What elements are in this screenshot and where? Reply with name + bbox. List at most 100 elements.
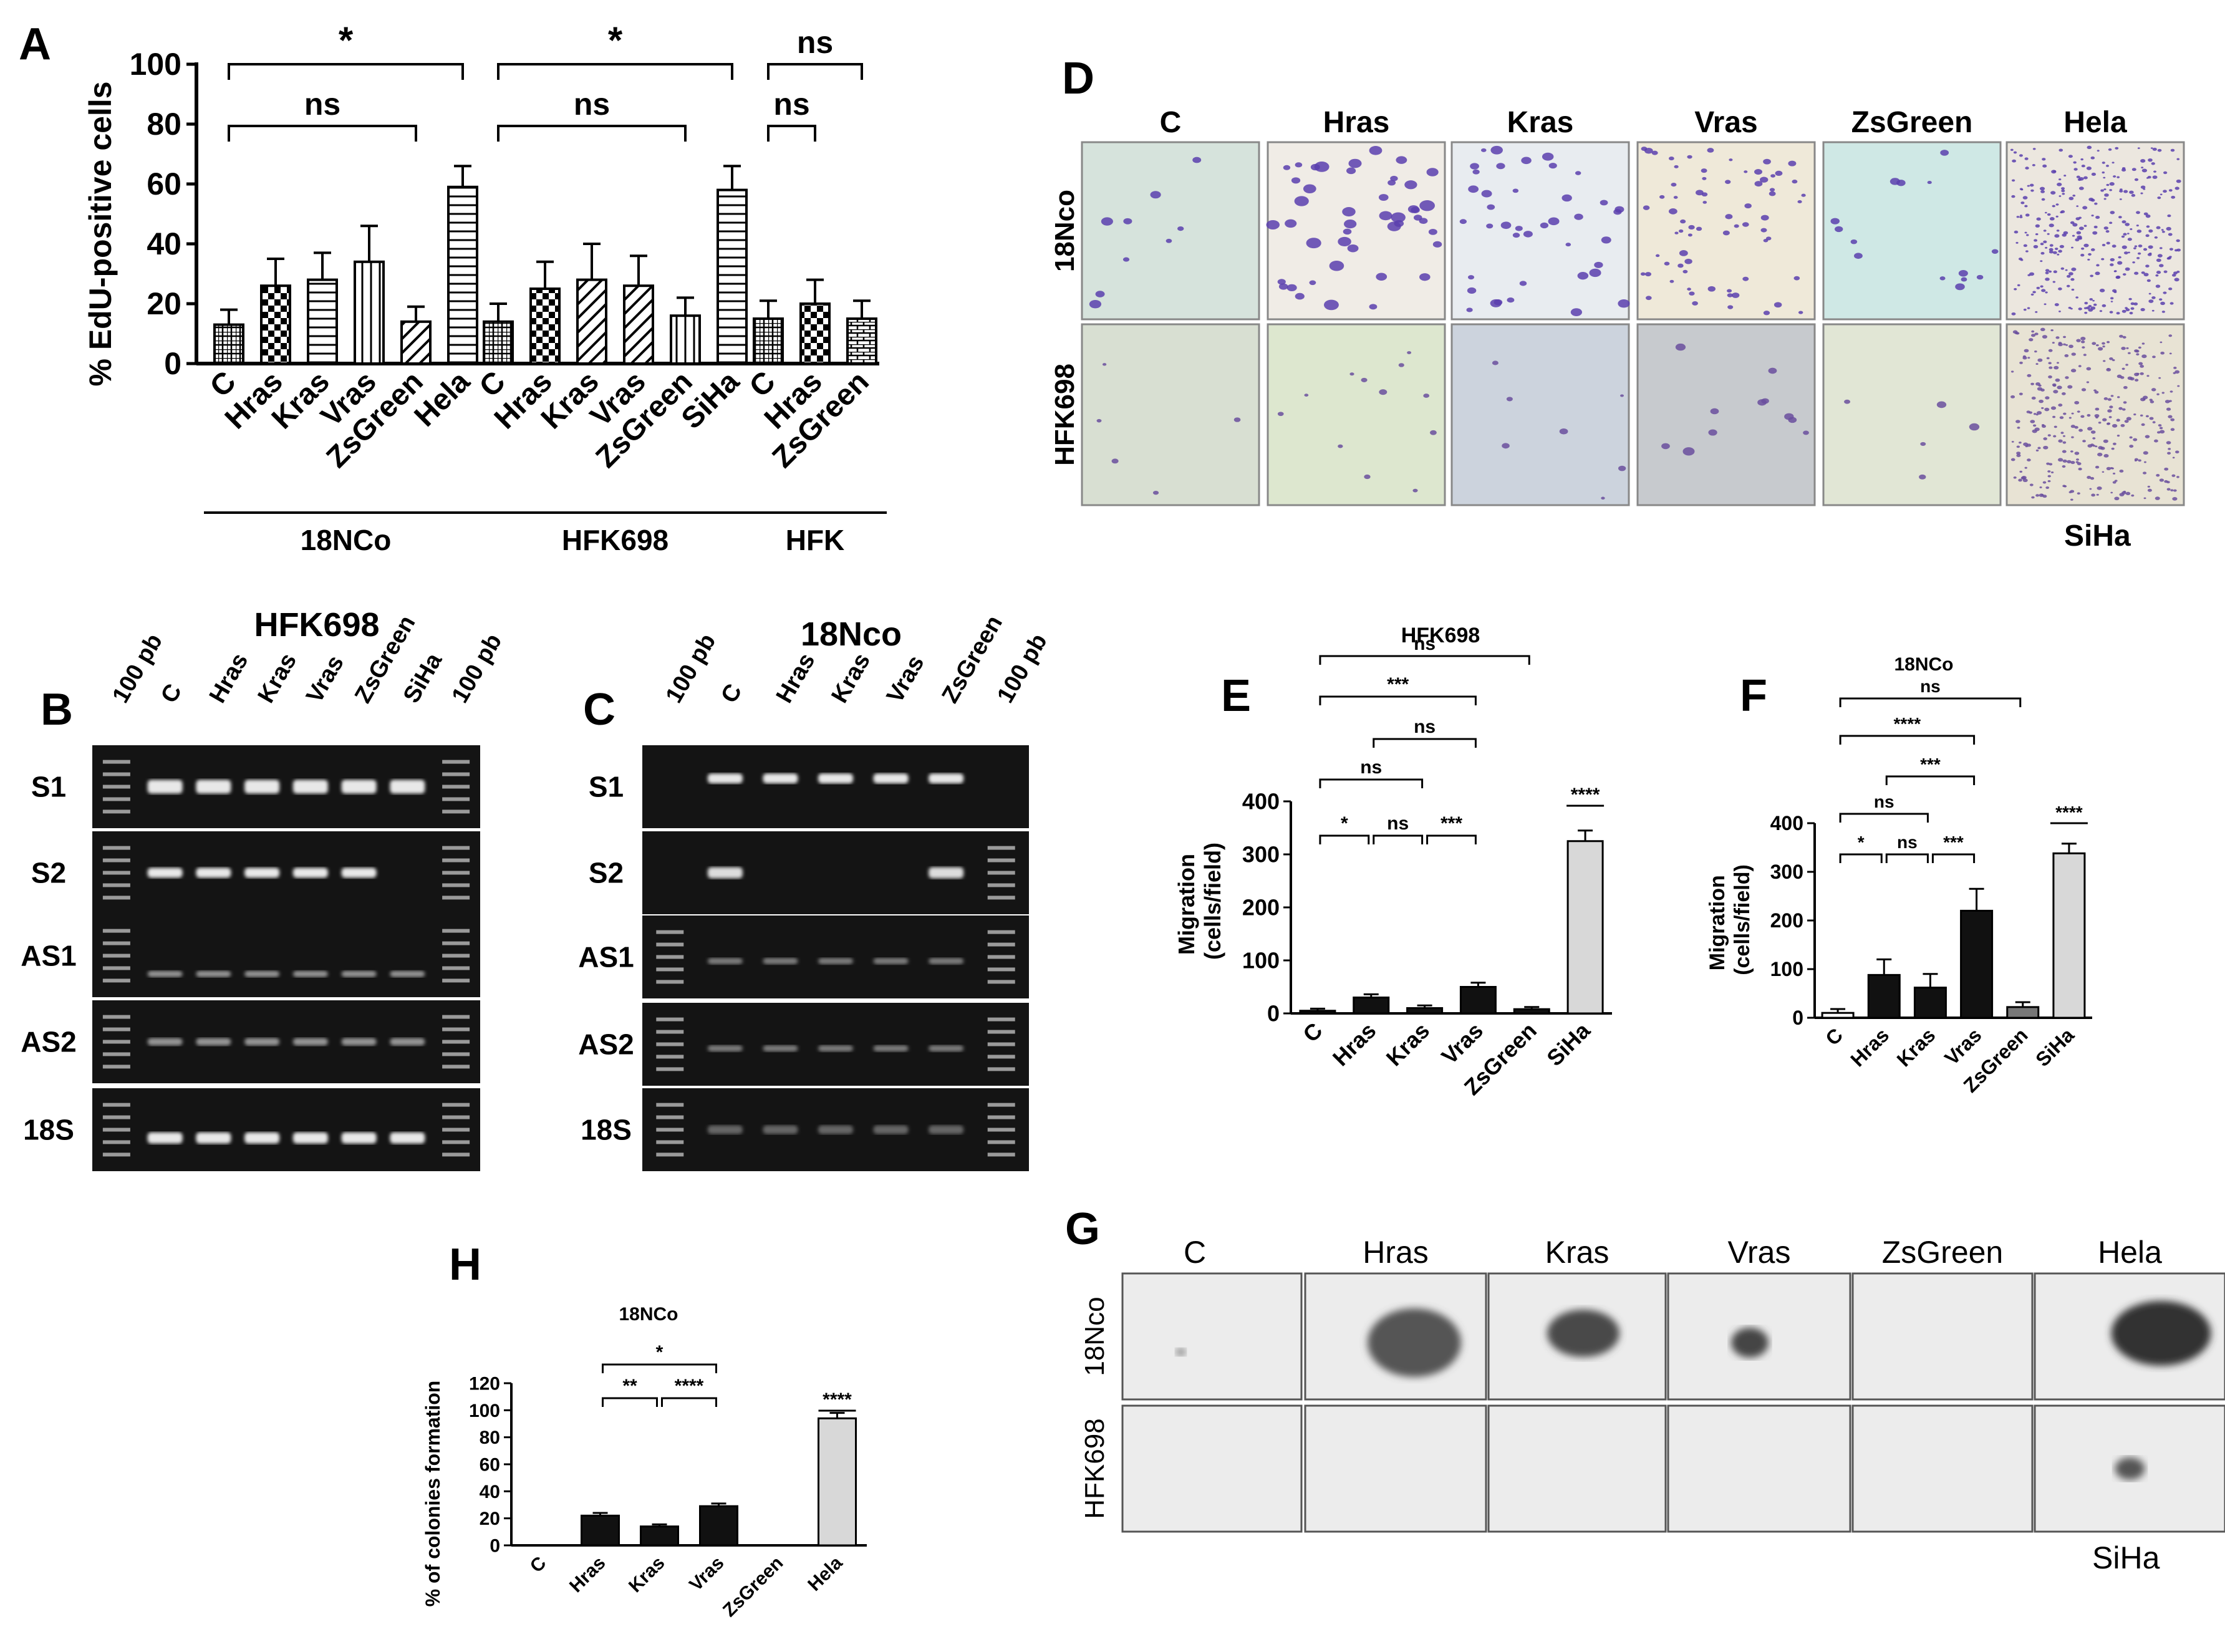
cell-dot <box>2130 302 2135 306</box>
cell-dot <box>1291 177 1301 184</box>
cell-dot <box>2068 196 2074 200</box>
cell-dot <box>1468 275 1475 280</box>
micrograph-frame <box>1267 141 1446 321</box>
cell-dot <box>2173 271 2178 275</box>
cell-dot <box>2148 229 2153 233</box>
significance-bracket <box>1931 853 1976 863</box>
significance-bracket <box>602 1363 717 1373</box>
y-tick-label: 80 <box>480 1427 500 1448</box>
cell-dot <box>1765 236 1772 241</box>
significance-bracket <box>1426 834 1477 844</box>
x-tick-label: Kras <box>625 1553 669 1597</box>
cell-dot <box>2087 258 2090 261</box>
cell-dot <box>2168 415 2173 418</box>
cell-dot <box>2029 483 2034 486</box>
cell-dot <box>2039 399 2044 403</box>
cell-dot <box>2031 330 2035 333</box>
cell-dot <box>2156 271 2161 274</box>
ladder-band <box>987 846 1015 850</box>
cell-dot <box>2141 167 2144 169</box>
bar-18NCo-Hras <box>260 284 291 365</box>
cell-dot <box>1688 225 1695 230</box>
cell-dot <box>1419 200 1435 211</box>
cell-dot <box>2053 270 2057 274</box>
bar-C <box>1821 1012 1855 1019</box>
cell-dot <box>2080 247 2085 250</box>
cell-dot <box>1277 279 1286 285</box>
y-tick-label: 100 <box>1770 958 1803 980</box>
cell-dot <box>2092 231 2098 235</box>
cell-dot <box>2019 188 2023 190</box>
cell-dot <box>1295 162 1303 168</box>
significance-label: ns <box>1897 833 1918 852</box>
significance-label: ns <box>797 25 833 60</box>
cell-dot <box>2042 425 2046 428</box>
cell-dot <box>1329 261 1344 271</box>
cell-dot <box>2121 309 2126 313</box>
cell-dot <box>1769 191 1776 196</box>
cell-dot <box>1295 292 1305 300</box>
cell-dot <box>1470 163 1479 170</box>
cell-dot <box>2094 390 2099 394</box>
cell-dot <box>2024 205 2028 208</box>
cell-dot <box>2082 440 2086 443</box>
cell-dot <box>2130 228 2133 230</box>
cell-dot <box>2060 267 2065 270</box>
cell-dot <box>2058 148 2063 152</box>
bar-HFK698-ZsGreen <box>670 314 701 365</box>
panel-f-ylabel: Migration (cells/field) <box>1706 864 1754 975</box>
cell-dot <box>2016 216 2020 218</box>
cell-dot <box>2109 357 2113 360</box>
cell-dot <box>1496 163 1505 170</box>
ladder-band <box>442 896 470 900</box>
cell-dot <box>2040 190 2045 193</box>
cell-dot <box>2066 274 2071 278</box>
cell-dot <box>2058 403 2063 407</box>
row-label: 18Nco <box>1050 190 1080 272</box>
cell-dot <box>2062 485 2066 488</box>
gel-band <box>818 773 853 784</box>
cell-dot <box>2143 212 2148 216</box>
cell-dot <box>1347 244 1359 253</box>
cell-dot <box>1466 307 1473 312</box>
cell-dot <box>1559 428 1568 435</box>
cell-dot <box>2076 339 2081 342</box>
cell-dot <box>2121 245 2127 249</box>
cell-dot <box>2045 246 2048 249</box>
cell-dot <box>2017 284 2020 287</box>
gel-strip-AS1 <box>92 914 480 997</box>
gel-band <box>929 867 964 879</box>
significance-label: *** <box>1387 674 1409 695</box>
cell-dot <box>2112 359 2115 362</box>
cell-dot <box>2109 181 2115 186</box>
cell-dot <box>2062 435 2066 437</box>
cell-dot <box>2035 224 2040 228</box>
cell-dot <box>2157 254 2163 258</box>
cell-dot <box>2173 489 2177 492</box>
significance-bracket <box>661 1397 717 1407</box>
cell-dot <box>2160 430 2165 434</box>
y-tick-label: 400 <box>1242 789 1280 814</box>
significance-bracket <box>1319 834 1370 844</box>
y-tick-label: 400 <box>1770 812 1803 834</box>
significance-label: * <box>339 19 354 61</box>
gel-band <box>763 958 798 965</box>
col-label: Hras <box>1323 106 1390 139</box>
ladder-band <box>987 930 1015 934</box>
cell-dot <box>1702 176 1707 180</box>
cell-dot <box>2129 436 2133 439</box>
cell-dot <box>2018 478 2022 482</box>
ladder-band <box>987 1030 1015 1034</box>
cell-dot <box>2049 463 2053 466</box>
bar-18NCo-Kras <box>307 278 338 365</box>
cell-dot <box>2041 407 2044 409</box>
cell-dot <box>2070 498 2073 501</box>
image-frame <box>1304 1404 1487 1533</box>
cell-dot <box>2040 327 2045 332</box>
significance-label: * <box>1341 813 1348 834</box>
cell-dot <box>2025 167 2029 170</box>
x-tick-label: Vras <box>685 1553 728 1595</box>
cell-dot <box>1512 188 1519 193</box>
ladder-band <box>442 858 470 862</box>
